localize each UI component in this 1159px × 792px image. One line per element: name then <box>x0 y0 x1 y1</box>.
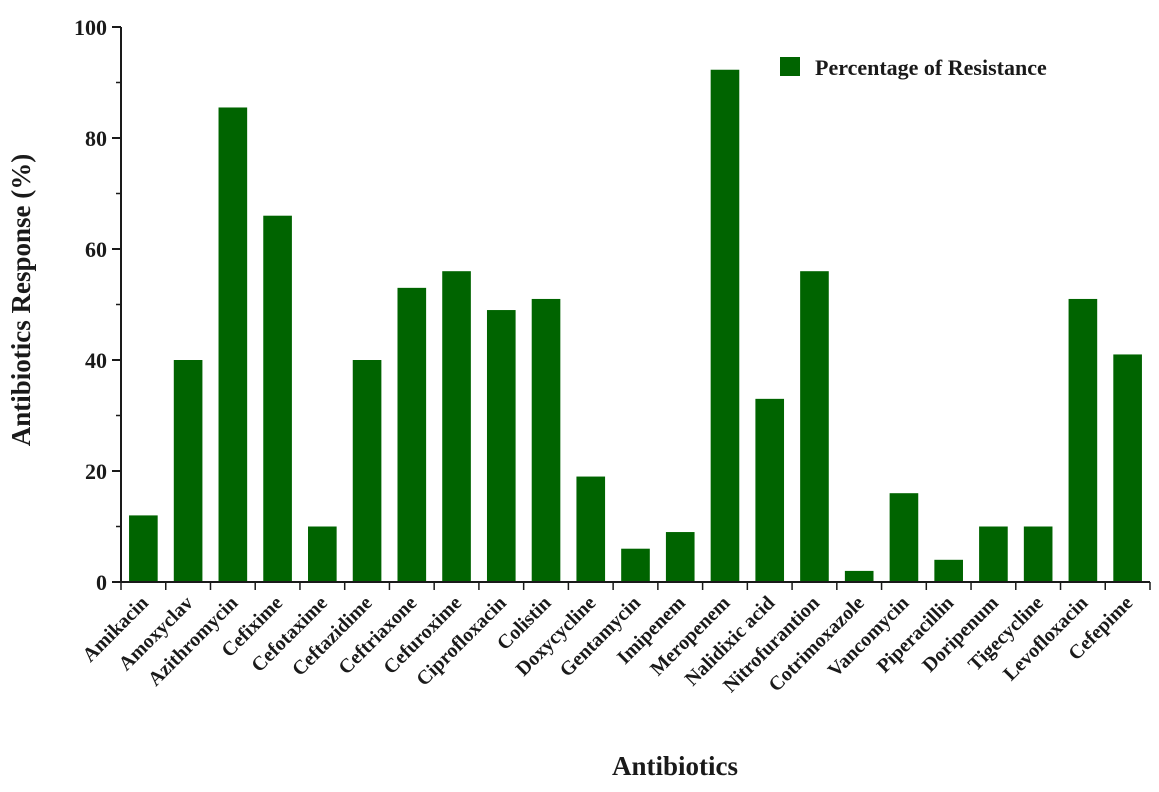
bar-doxycycline <box>576 476 606 582</box>
bar-azithromycin <box>218 107 248 582</box>
bar-cefixime <box>263 215 292 582</box>
bar-cefotaxime <box>308 526 337 582</box>
legend-swatch <box>780 57 800 76</box>
y-tick-label: 80 <box>85 126 107 151</box>
bar-doripenum <box>979 526 1008 582</box>
y-axis-title: Antibiotics Response (%) <box>6 154 36 447</box>
legend-label: Percentage of Resistance <box>815 55 1047 80</box>
bar-ceftazidime <box>352 360 382 582</box>
y-tick-label: 20 <box>85 459 107 484</box>
bar-amikacin <box>129 515 158 582</box>
bar-levofloxacin <box>1068 298 1098 582</box>
bar-amoxyclav <box>173 360 203 582</box>
bar-meropenem <box>710 69 740 583</box>
bars-layer <box>129 69 1142 583</box>
bar-imipenem <box>665 532 695 582</box>
y-tick-label: 60 <box>85 237 107 262</box>
bar-gentamycin <box>621 548 650 582</box>
bar-cotrimoxazole <box>844 570 874 582</box>
bar-piperacillin <box>934 559 963 582</box>
bar-nalidixic-acid <box>755 398 785 582</box>
y-tick-label: 40 <box>85 348 107 373</box>
bar-colistin <box>531 298 561 582</box>
bar-nitrofurantion <box>800 271 829 582</box>
bar-cefepime <box>1113 354 1142 582</box>
bar-tigecycline <box>1023 526 1053 582</box>
y-tick-label: 0 <box>96 570 107 595</box>
legend: Percentage of Resistance <box>780 55 1047 80</box>
y-tick-label: 100 <box>74 15 107 40</box>
bar-ciprofloxacin <box>486 310 516 582</box>
bar-vancomycin <box>889 493 919 582</box>
bar-ceftriaxone <box>397 287 427 582</box>
x-axis-title: Antibiotics <box>612 751 738 781</box>
bar-cefuroxime <box>442 271 471 582</box>
